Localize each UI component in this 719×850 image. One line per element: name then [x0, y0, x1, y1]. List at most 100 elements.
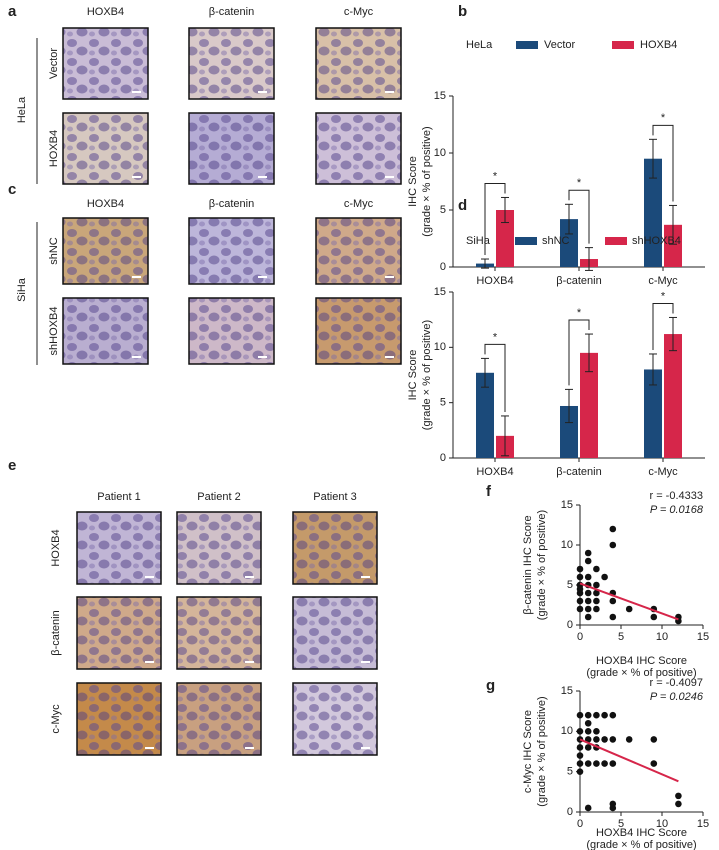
micrograph-frame — [188, 297, 275, 365]
x-tick-label: β-catenin — [556, 466, 601, 478]
x-axis-label: HOXB4 IHC Score — [596, 827, 687, 839]
bar — [644, 158, 662, 267]
point — [584, 744, 592, 751]
point — [576, 752, 584, 759]
point — [609, 760, 617, 767]
panel-label: g — [486, 677, 495, 694]
micrograph-texture — [77, 597, 161, 669]
point — [609, 736, 617, 743]
legend-title: SiHa — [466, 235, 491, 247]
x-tick-label: 10 — [656, 631, 668, 643]
micrograph-texture — [189, 28, 274, 99]
error-bar — [669, 316, 677, 352]
error-bar — [649, 138, 657, 179]
point — [650, 760, 658, 767]
column-label: Patient 1 — [97, 491, 140, 503]
significance-bracket — [484, 343, 506, 412]
micrograph-texture — [293, 683, 377, 755]
micrograph-texture — [316, 298, 401, 364]
point — [584, 804, 592, 812]
row-label: shNC — [48, 237, 60, 265]
micrograph-texture — [63, 218, 148, 284]
x-tick-label: HOXB4 — [476, 466, 513, 478]
micrograph-texture — [293, 597, 377, 669]
point — [650, 613, 658, 621]
point — [576, 605, 584, 613]
point — [576, 768, 584, 775]
point — [625, 736, 633, 743]
scale-bar — [245, 747, 254, 749]
legend-label: Vector — [544, 39, 576, 51]
point — [593, 760, 600, 767]
significance-bracket — [568, 319, 590, 386]
legend-label: HOXB4 — [640, 39, 677, 51]
y-axis-label: β-catenin IHC Score — [522, 515, 534, 614]
significance-bracket — [652, 302, 674, 350]
point — [593, 605, 600, 613]
point — [576, 565, 584, 573]
column-label: Patient 3 — [313, 491, 356, 503]
column-label: β-catenin — [209, 198, 254, 210]
x-tick-label: 10 — [656, 818, 668, 830]
error-bar — [649, 353, 657, 386]
y-tick-label: 5 — [440, 397, 446, 409]
y-tick-label: 15 — [561, 685, 573, 697]
x-tick-label: 15 — [697, 631, 709, 643]
error-bar — [501, 415, 509, 457]
column-label: HOXB4 — [87, 6, 124, 18]
scale-bar — [145, 661, 154, 663]
y-tick-label: 0 — [567, 619, 573, 631]
y-tick-label: 15 — [434, 90, 446, 102]
error-bar — [585, 333, 593, 373]
micrograph-texture — [63, 298, 148, 364]
panel-label: c — [8, 181, 16, 198]
y-tick-label: 10 — [434, 147, 446, 159]
micrograph-frame — [292, 511, 378, 585]
legend-swatch — [516, 41, 538, 49]
significance-label: * — [661, 290, 666, 302]
error-bar — [481, 357, 489, 388]
y-tick-label: 10 — [434, 341, 446, 353]
scale-bar — [361, 576, 370, 578]
y-axis-label: (grade × % of positive) — [421, 320, 433, 430]
point — [584, 605, 592, 613]
y-axis-label: (grade × % of positive) — [536, 696, 548, 806]
y-tick-label: 0 — [440, 261, 446, 273]
micrograph-frame — [62, 27, 149, 100]
micrograph-frame — [176, 682, 262, 756]
point — [609, 525, 617, 533]
row-label: Vector — [48, 48, 60, 80]
point — [576, 585, 584, 593]
micrograph-frame — [62, 217, 149, 285]
stat-annotation: P = 0.0246 — [650, 691, 704, 703]
bar — [644, 369, 662, 458]
micrograph-texture — [293, 512, 377, 584]
x-tick-label: 0 — [577, 818, 583, 830]
point — [584, 549, 592, 557]
stat-annotation: r = -0.4097 — [649, 677, 703, 689]
point — [576, 744, 584, 751]
point — [601, 760, 608, 767]
panel-label: a — [8, 3, 17, 20]
point — [584, 573, 592, 581]
point — [576, 760, 584, 767]
point — [584, 557, 592, 565]
micrograph-texture — [189, 113, 274, 184]
error-bar — [669, 204, 677, 245]
error-bar — [501, 196, 509, 224]
fit-line — [579, 738, 679, 783]
y-tick-label: 0 — [440, 452, 446, 464]
panel-label: e — [8, 457, 16, 474]
scale-bar — [145, 747, 154, 749]
point — [576, 711, 584, 719]
legend-title: HeLa — [466, 39, 493, 51]
column-label: HOXB4 — [87, 198, 124, 210]
row-label: c-Myc — [50, 704, 62, 734]
x-tick-label: 5 — [618, 818, 624, 830]
fit-line — [579, 582, 679, 621]
point — [601, 711, 608, 719]
point — [584, 597, 592, 605]
row-label: shHOXB4 — [48, 307, 60, 356]
row-label: HOXB4 — [48, 130, 60, 167]
scale-bar — [132, 276, 141, 278]
